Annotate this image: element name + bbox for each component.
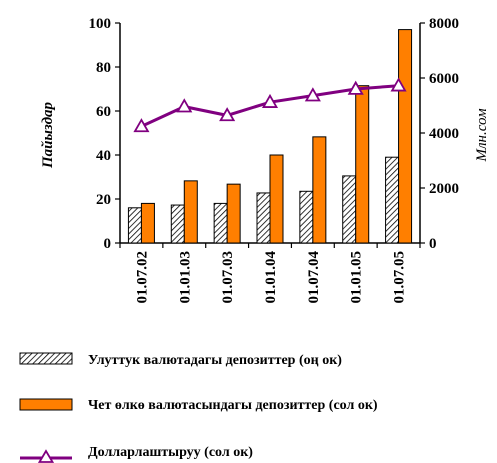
right-tick-label: 2000 — [429, 181, 459, 197]
left-tick-label: 80 — [96, 60, 111, 76]
dollarization-marker — [304, 87, 321, 102]
legend-label: Долларлаштыруу (сол ок) — [88, 445, 253, 460]
left-tick-label: 20 — [96, 192, 111, 208]
x-tick-label: 01.07.03 — [220, 251, 236, 304]
legend-label: Чет өлкө валютасындагы депозиттер (сол о… — [88, 398, 378, 413]
dollarization-marker — [347, 80, 364, 95]
legend-label: Улуттук валютадагы депозиттер (оң ок) — [88, 353, 342, 368]
x-tick-label: 01.07.05 — [392, 251, 408, 304]
bar-national-currency — [170, 204, 185, 244]
legend-swatch-foreign — [19, 398, 73, 411]
bar-national-currency — [299, 190, 314, 244]
bar-foreign-currency — [269, 154, 284, 244]
right-tick-label: 8000 — [429, 16, 459, 32]
x-tick-label: 01.01.05 — [349, 251, 365, 304]
bar-national-currency — [127, 207, 142, 244]
plot-area: 0 20 40 60 80 100 0 2000 4000 6000 8000 01.07.02 01.… — [89, 16, 460, 304]
bar-foreign-currency — [398, 29, 413, 244]
left-tick-label: 0 — [104, 236, 112, 252]
right-axis-title: Млн.сом — [474, 108, 490, 162]
left-tick-label: 40 — [96, 148, 111, 164]
dollarization-marker — [176, 98, 193, 113]
left-axis-title: Пайыздар — [40, 101, 56, 169]
bar-national-currency — [213, 202, 228, 244]
legend-swatch-marker — [37, 449, 55, 463]
bar-foreign-currency — [140, 202, 155, 244]
dollarization-marker — [133, 118, 150, 133]
x-tick-label: 01.07.02 — [134, 251, 150, 304]
legend-swatch-national — [19, 352, 73, 365]
right-tick-label: 4000 — [429, 126, 459, 142]
right-tick-label: 6000 — [429, 71, 459, 87]
legend: Улуттук валютадагы депозиттер (оң ок) Чет… — [19, 352, 378, 463]
x-tick-label: 01.01.04 — [263, 251, 279, 304]
left-tick-label: 60 — [96, 104, 111, 120]
bar-foreign-currency — [183, 180, 198, 244]
x-tick-label: 01.01.03 — [177, 251, 193, 304]
x-tick-label: 01.07.04 — [306, 251, 322, 304]
bar-national-currency — [256, 192, 271, 244]
dollarization-marker — [261, 93, 279, 108]
bar-foreign-currency — [355, 85, 370, 244]
right-tick-label: 0 — [429, 236, 437, 252]
dollarization-marker — [219, 107, 236, 122]
bar-national-currency — [385, 156, 400, 244]
left-tick-label: 100 — [89, 16, 112, 32]
dollarization-marker — [390, 77, 407, 92]
bar-foreign-currency — [312, 136, 327, 244]
bar-foreign-currency — [226, 183, 241, 244]
bar-national-currency — [342, 175, 357, 244]
